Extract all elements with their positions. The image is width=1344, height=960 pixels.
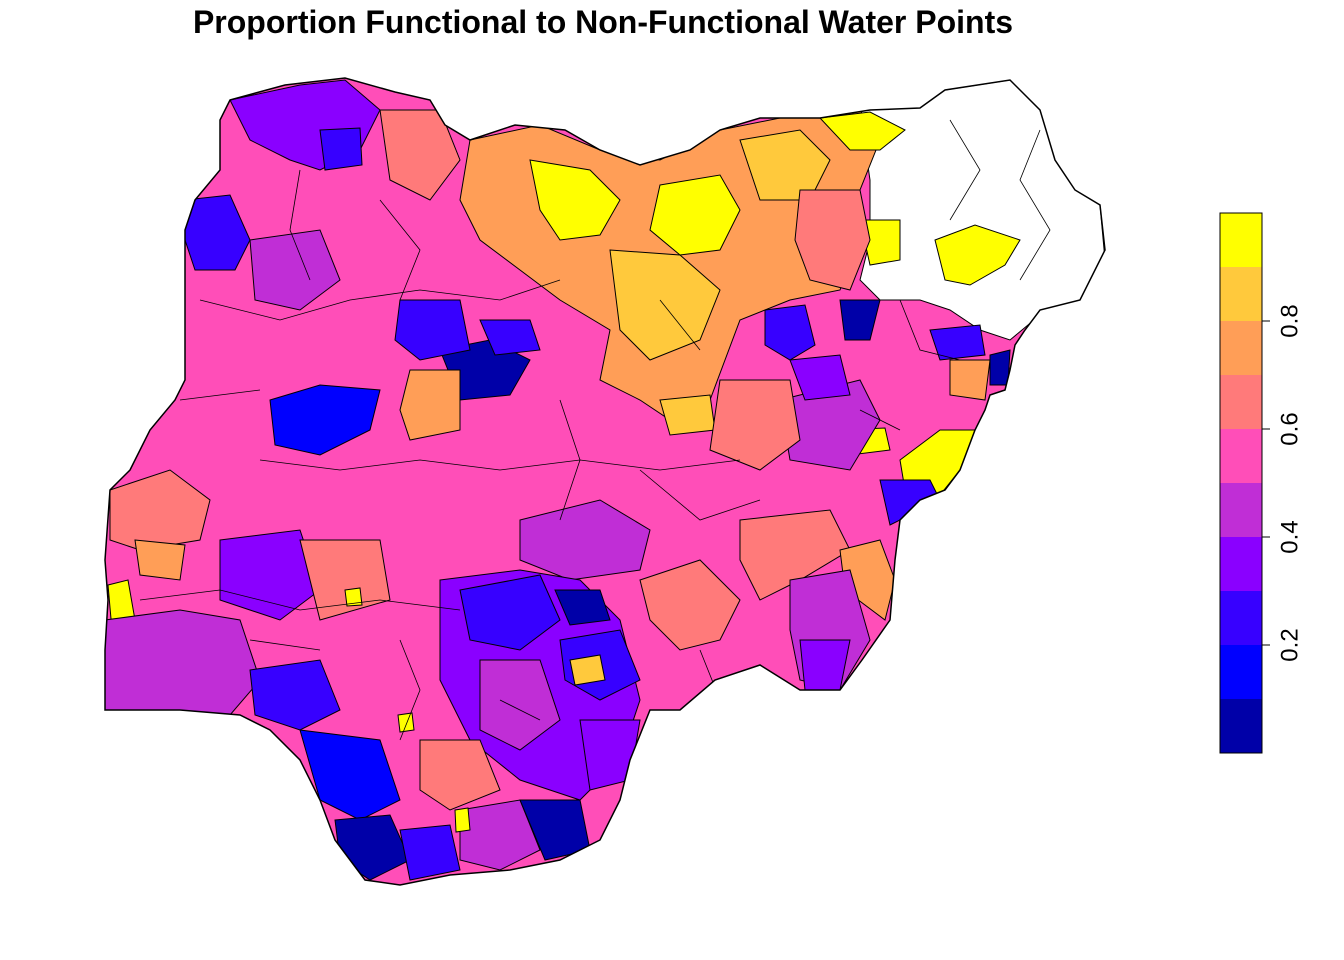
map-region-south-magenta bbox=[479, 659, 561, 751]
map-region-yellow-ne-2 bbox=[934, 224, 1021, 286]
map-region-central-blue-3 bbox=[479, 319, 541, 356]
map-region-south-navy bbox=[554, 589, 611, 626]
map-region-sw-magenta bbox=[105, 609, 261, 716]
map-region-salmon-ne bbox=[794, 189, 871, 291]
map-region-east-blue-2 bbox=[879, 479, 941, 526]
legend-swatch bbox=[1220, 267, 1262, 321]
district-boundaries bbox=[139, 119, 1051, 741]
map-region-nw-salmon bbox=[379, 109, 461, 201]
map-regions bbox=[105, 78, 1105, 885]
map-region-coast-blue-1 bbox=[299, 729, 401, 821]
legend-swatch bbox=[1220, 699, 1262, 753]
plot-title: Proportion Functional to Non-Functional … bbox=[192, 4, 1014, 40]
map-region-small-yellow-3 bbox=[344, 587, 363, 607]
legend-tick-label: 0.4 bbox=[1277, 520, 1304, 553]
map-region-sw-salmon bbox=[299, 539, 391, 621]
map-region-coast-magenta bbox=[459, 799, 541, 871]
map-region-yellow-ne-3 bbox=[859, 219, 901, 266]
legend-swatch bbox=[1220, 537, 1262, 591]
legend-tick-label: 0.2 bbox=[1277, 628, 1304, 661]
map-region-south-salmon bbox=[419, 739, 501, 811]
legend-border bbox=[1219, 212, 1263, 754]
map-region-small-gold bbox=[569, 654, 606, 686]
map-region-south-blue-1 bbox=[459, 574, 561, 651]
legend-color-bar bbox=[1219, 212, 1263, 754]
map-region-central-blue-2 bbox=[394, 299, 471, 361]
map-region-yellow-center bbox=[659, 394, 716, 436]
map-region-north-gold-1 bbox=[609, 249, 721, 361]
map-region-east-purple bbox=[789, 354, 851, 401]
map-region-middle-magenta bbox=[519, 499, 651, 581]
map-region-east-orange bbox=[949, 359, 991, 401]
choropleth-map bbox=[104, 77, 1106, 886]
legend-ticks: 0.2 0.4 0.6 0.8 bbox=[1262, 304, 1304, 662]
map-region-nw-magenta bbox=[249, 229, 341, 311]
color-legend: 0.2 0.4 0.6 0.8 bbox=[1219, 212, 1304, 754]
legend-swatch bbox=[1220, 321, 1262, 375]
legend-tick-label: 0.8 bbox=[1277, 304, 1304, 337]
map-region-middle-salmon bbox=[639, 559, 741, 651]
map-region-north-yellow-2 bbox=[649, 174, 741, 256]
map-region-ne-blue bbox=[764, 304, 816, 361]
map-region-central-orange bbox=[399, 369, 461, 441]
map-region-nw-small-blue bbox=[319, 127, 363, 171]
map-region-central-blue-1 bbox=[269, 384, 381, 456]
map-region-small-yellow-1 bbox=[397, 712, 415, 733]
legend-tick-label: 0.6 bbox=[1277, 412, 1304, 445]
legend-swatch bbox=[1220, 591, 1262, 645]
map-region-yellow-ne-1 bbox=[818, 111, 906, 151]
map-region-north-gold-2 bbox=[739, 129, 831, 201]
map-region-coast-blue-2 bbox=[399, 824, 461, 881]
legend-swatch bbox=[1220, 483, 1262, 537]
legend-swatch bbox=[1220, 213, 1262, 267]
map-region-sw-blue bbox=[249, 659, 341, 731]
map-region-ne-navy bbox=[839, 299, 881, 341]
map-region-central-east-salmon bbox=[709, 379, 801, 471]
legend-swatch bbox=[1220, 429, 1262, 483]
legend-swatch bbox=[1220, 375, 1262, 429]
map-region-east-blue bbox=[929, 324, 986, 361]
map-region-north-yellow-1 bbox=[529, 159, 621, 241]
legend-swatch bbox=[1220, 645, 1262, 699]
map-region-se-coast-purple bbox=[579, 719, 641, 791]
map-region-west-salmon-2 bbox=[134, 539, 186, 581]
map-region-west-salmon bbox=[109, 469, 211, 551]
map-region-small-yellow-2 bbox=[454, 807, 471, 833]
